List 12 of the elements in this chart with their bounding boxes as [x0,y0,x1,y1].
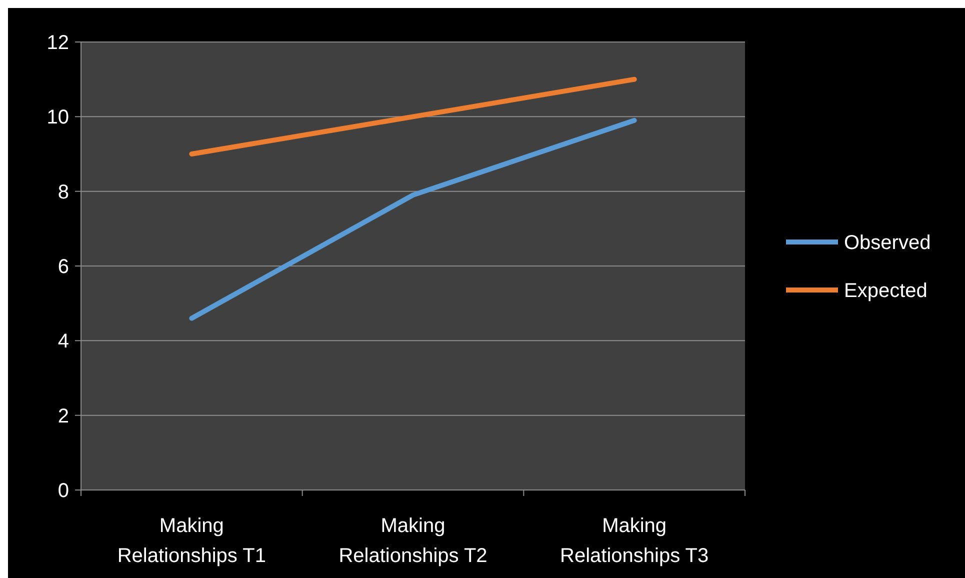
legend-label: Observed [844,232,931,254]
x-tick-label: Making Relationships T2 [338,515,488,567]
y-tick-label: 0 [58,480,69,502]
y-tick-label: 4 [58,330,69,353]
y-tick-label: 10 [46,106,69,129]
y-tick-label: 2 [58,405,69,428]
y-tick-label: 12 [46,32,69,54]
x-tick-label: Making Relationships T1 [117,515,266,567]
y-tick-label: 8 [58,181,69,204]
legend-label: Expected [844,280,928,302]
y-tick-label: 6 [58,256,69,278]
x-tick-label: Making Relationships T3 [560,515,709,567]
